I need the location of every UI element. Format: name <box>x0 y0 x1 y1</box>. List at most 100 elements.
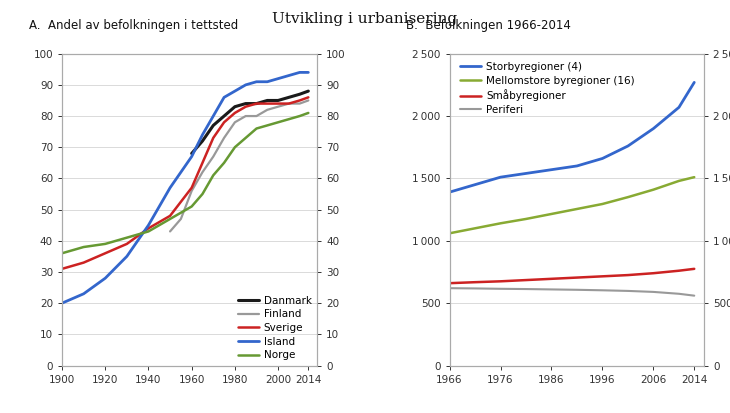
Småbyregioner <box>522 278 531 282</box>
Periferi <box>547 287 556 292</box>
Storbyregioner (4) <box>623 143 632 148</box>
Sverige <box>80 260 88 265</box>
Finland <box>263 107 272 112</box>
Periferi <box>471 286 480 291</box>
Danmark <box>274 98 283 103</box>
Text: Utvikling i urbanisering: Utvikling i urbanisering <box>272 12 458 26</box>
Sverige <box>58 266 66 271</box>
Norge <box>220 160 228 165</box>
Island <box>166 185 174 190</box>
Mellomstore byregioner (16) <box>522 216 531 221</box>
Island <box>231 89 239 94</box>
Finland <box>274 104 283 109</box>
Finland <box>285 101 293 106</box>
Småbyregioner <box>496 279 505 284</box>
Line: Finland: Finland <box>170 100 308 231</box>
Storbyregioner (4) <box>690 80 699 85</box>
Storbyregioner (4) <box>522 171 531 176</box>
Island <box>80 291 88 296</box>
Norge <box>296 114 304 119</box>
Finland <box>166 229 174 234</box>
Småbyregioner <box>547 276 556 281</box>
Norge <box>58 251 66 256</box>
Norge <box>304 110 312 115</box>
Finland <box>231 120 239 125</box>
Periferi <box>675 291 683 296</box>
Norge <box>242 135 250 140</box>
Norge <box>231 145 239 150</box>
Mellomstore byregioner (16) <box>471 226 480 231</box>
Island <box>144 223 153 228</box>
Småbyregioner <box>598 274 607 279</box>
Sverige <box>220 120 228 125</box>
Danmark <box>263 98 272 103</box>
Storbyregioner (4) <box>675 105 683 110</box>
Storbyregioner (4) <box>496 175 505 180</box>
Periferi <box>623 288 632 293</box>
Mellomstore byregioner (16) <box>572 206 581 211</box>
Sverige <box>242 104 250 109</box>
Norge <box>274 120 283 125</box>
Line: Island: Island <box>62 72 308 303</box>
Småbyregioner <box>572 275 581 280</box>
Island <box>274 76 283 81</box>
Finland <box>188 188 196 193</box>
Norge <box>263 123 272 128</box>
Periferi <box>445 286 454 291</box>
Norge <box>188 204 196 209</box>
Storbyregioner (4) <box>547 167 556 172</box>
Mellomstore byregioner (16) <box>445 231 454 236</box>
Finland <box>177 216 185 221</box>
Norge <box>80 244 88 249</box>
Mellomstore byregioner (16) <box>649 187 658 192</box>
Norge <box>198 192 207 197</box>
Danmark <box>296 92 304 97</box>
Danmark <box>304 89 312 94</box>
Danmark <box>242 101 250 106</box>
Sverige <box>144 226 153 231</box>
Storbyregioner (4) <box>471 182 480 187</box>
Sverige <box>123 242 131 247</box>
Sverige <box>274 101 283 106</box>
Periferi <box>598 288 607 293</box>
Island <box>198 132 207 137</box>
Mellomstore byregioner (16) <box>623 195 632 199</box>
Legend: Storbyregioner (4), Mellomstore byregioner (16), Småbyregioner, Periferi: Storbyregioner (4), Mellomstore byregion… <box>460 62 634 115</box>
Finland <box>252 114 261 119</box>
Storbyregioner (4) <box>649 126 658 131</box>
Storbyregioner (4) <box>445 190 454 195</box>
Text: A.  Andel av befolkningen i tettsted: A. Andel av befolkningen i tettsted <box>29 19 238 32</box>
Mellomstore byregioner (16) <box>675 178 683 183</box>
Storbyregioner (4) <box>598 156 607 161</box>
Sverige <box>101 251 110 256</box>
Mellomstore byregioner (16) <box>547 211 556 216</box>
Norge <box>101 242 110 247</box>
Sverige <box>188 185 196 190</box>
Island <box>296 70 304 75</box>
Line: Danmark: Danmark <box>192 91 308 154</box>
Periferi <box>522 287 531 292</box>
Sverige <box>263 101 272 106</box>
Island <box>220 95 228 100</box>
Finland <box>198 170 207 175</box>
Sverige <box>231 110 239 115</box>
Norge <box>144 229 153 234</box>
Line: Periferi: Periferi <box>450 288 694 296</box>
Text: B.  Befolkningen 1966-2014: B. Befolkningen 1966-2014 <box>406 19 571 32</box>
Periferi <box>690 293 699 298</box>
Legend: Danmark, Finland, Sverige, Island, Norge: Danmark, Finland, Sverige, Island, Norge <box>238 296 312 360</box>
Storbyregioner (4) <box>572 164 581 169</box>
Sverige <box>285 101 293 106</box>
Finland <box>209 154 218 159</box>
Periferi <box>649 290 658 294</box>
Danmark <box>252 101 261 106</box>
Sverige <box>198 160 207 165</box>
Danmark <box>285 95 293 100</box>
Finland <box>242 114 250 119</box>
Norge <box>252 126 261 131</box>
Danmark <box>188 151 196 156</box>
Småbyregioner <box>623 273 632 278</box>
Norge <box>166 216 174 221</box>
Sverige <box>252 101 261 106</box>
Mellomstore byregioner (16) <box>598 202 607 206</box>
